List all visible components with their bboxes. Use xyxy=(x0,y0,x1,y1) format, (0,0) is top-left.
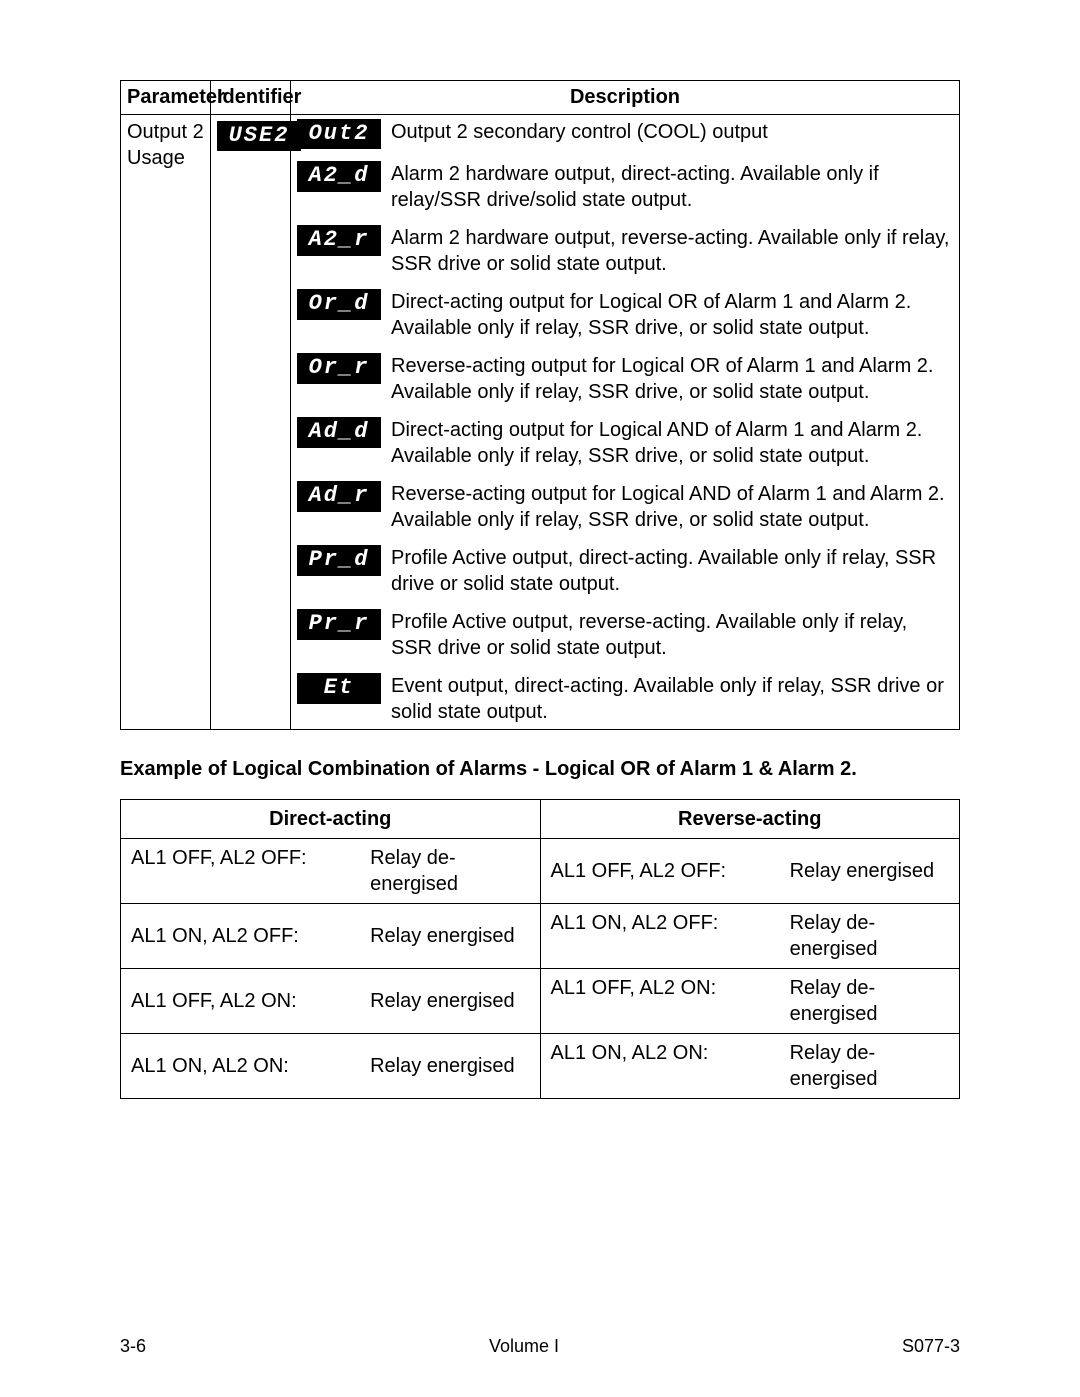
identifier-cell: USE2 xyxy=(211,115,291,730)
logic-row: AL1 ON, AL2 OFF:Relay energisedAL1 ON, A… xyxy=(121,904,960,969)
logic-state: AL1 ON, AL2 OFF: xyxy=(551,910,719,962)
logic-cell-direct: AL1 ON, AL2 ON: Relay energised xyxy=(121,1034,541,1099)
option-description: Alarm 2 hardware output, direct-acting. … xyxy=(391,161,953,213)
option-display: Pr_r xyxy=(297,609,381,639)
header-description: Description xyxy=(291,81,960,115)
logic-row: AL1 ON, AL2 ON:Relay energisedAL1 ON, AL… xyxy=(121,1034,960,1099)
page-footer: 3-6 Volume I S077-3 xyxy=(120,1336,960,1357)
description-row: Or_d Direct-acting output for Logical OR … xyxy=(297,289,953,341)
parameter-label: Output 2 Usage xyxy=(127,119,204,171)
option-display: Or_r xyxy=(297,353,381,383)
logic-header-direct: Direct-acting xyxy=(121,800,541,839)
logic-header-reverse: Reverse-acting xyxy=(540,800,960,839)
table-row: Output 2 Usage USE2 Out2 Output 2 seconda… xyxy=(121,115,960,730)
description-row: Pr_d Profile Active output, direct-acting… xyxy=(297,545,953,597)
page: Parameter Identifier Description Output … xyxy=(0,0,1080,1397)
option-display: Ad_r xyxy=(297,481,381,511)
logic-row: AL1 OFF, AL2 OFF:Relay de-energisedAL1 O… xyxy=(121,839,960,904)
logic-state: AL1 OFF, AL2 OFF: xyxy=(551,858,727,884)
header-identifier: Identifier xyxy=(211,81,291,115)
description-row: Ad_r Reverse-acting output for Logical AN… xyxy=(297,481,953,533)
logic-relay: Relay energised xyxy=(790,858,949,884)
logic-state: AL1 ON, AL2 OFF: xyxy=(131,923,299,949)
option-description: Reverse-acting output for Logical AND of… xyxy=(391,481,953,533)
table-header-row: Parameter Identifier Description xyxy=(121,81,960,115)
section-subtitle: Example of Logical Combination of Alarms… xyxy=(120,758,960,781)
option-description: Reverse-acting output for Logical OR of … xyxy=(391,353,953,405)
logic-cell-reverse: AL1 ON, AL2 OFF: Relay de-energised xyxy=(540,904,960,969)
logic-state: AL1 ON, AL2 ON: xyxy=(131,1053,289,1079)
description-row: A2_r Alarm 2 hardware output, reverse-act… xyxy=(297,225,953,277)
logic-state: AL1 OFF, AL2 ON: xyxy=(551,975,717,1027)
option-description: Output 2 secondary control (COOL) output xyxy=(391,119,953,145)
description-row: Out2 Output 2 secondary control (COOL) ou… xyxy=(297,119,953,149)
parameter-table: Parameter Identifier Description Output … xyxy=(120,80,960,730)
option-display: Pr_d xyxy=(297,545,381,575)
logic-header-row: Direct-acting Reverse-acting xyxy=(121,800,960,839)
logic-cell-reverse: AL1 ON, AL2 ON: Relay de-energised xyxy=(540,1034,960,1099)
logic-relay: Relay de-energised xyxy=(790,910,949,962)
identifier-display: USE2 xyxy=(217,121,301,151)
option-display: Out2 xyxy=(297,119,381,149)
description-row: Et Event output, direct-acting. Available… xyxy=(297,673,953,725)
option-display: A2_r xyxy=(297,225,381,255)
logic-cell-direct: AL1 ON, AL2 OFF: Relay energised xyxy=(121,904,541,969)
footer-center: Volume I xyxy=(489,1336,559,1357)
option-description: Alarm 2 hardware output, reverse-acting.… xyxy=(391,225,953,277)
footer-right: S077-3 xyxy=(902,1336,960,1357)
parameter-cell: Output 2 Usage xyxy=(121,115,211,730)
logic-row: AL1 OFF, AL2 ON:Relay energisedAL1 OFF, … xyxy=(121,969,960,1034)
logic-relay: Relay de-energised xyxy=(370,845,529,897)
footer-left: 3-6 xyxy=(120,1336,146,1357)
option-description: Event output, direct-acting. Available o… xyxy=(391,673,953,725)
logic-relay: Relay de-energised xyxy=(790,975,949,1027)
option-description: Direct-acting output for Logical OR of A… xyxy=(391,289,953,341)
logic-state: AL1 OFF, AL2 ON: xyxy=(131,988,297,1014)
header-parameter: Parameter xyxy=(121,81,211,115)
logic-cell-reverse: AL1 OFF, AL2 ON: Relay de-energised xyxy=(540,969,960,1034)
logic-cell-direct: AL1 OFF, AL2 OFF: Relay de-energised xyxy=(121,839,541,904)
description-row: A2_d Alarm 2 hardware output, direct-acti… xyxy=(297,161,953,213)
logic-cell-direct: AL1 OFF, AL2 ON: Relay energised xyxy=(121,969,541,1034)
logic-state: AL1 OFF, AL2 OFF: xyxy=(131,845,307,897)
logic-relay: Relay energised xyxy=(370,988,529,1014)
option-description: Profile Active output, reverse-acting. A… xyxy=(391,609,953,661)
logic-relay: Relay energised xyxy=(370,923,529,949)
option-display: Ad_d xyxy=(297,417,381,447)
option-display: Et xyxy=(297,673,381,703)
logic-cell-reverse: AL1 OFF, AL2 OFF: Relay energised xyxy=(540,839,960,904)
option-display: A2_d xyxy=(297,161,381,191)
description-row: Ad_d Direct-acting output for Logical AND… xyxy=(297,417,953,469)
logic-state: AL1 ON, AL2 ON: xyxy=(551,1040,709,1092)
logic-relay: Relay de-energised xyxy=(790,1040,949,1092)
logic-table: Direct-acting Reverse-acting AL1 OFF, AL… xyxy=(120,799,960,1099)
option-display: Or_d xyxy=(297,289,381,319)
logic-relay: Relay energised xyxy=(370,1053,529,1079)
description-row: Pr_r Profile Active output, reverse-actin… xyxy=(297,609,953,661)
description-cell: Out2 Output 2 secondary control (COOL) ou… xyxy=(291,115,960,730)
option-description: Profile Active output, direct-acting. Av… xyxy=(391,545,953,597)
option-description: Direct-acting output for Logical AND of … xyxy=(391,417,953,469)
description-row: Or_r Reverse-acting output for Logical OR… xyxy=(297,353,953,405)
